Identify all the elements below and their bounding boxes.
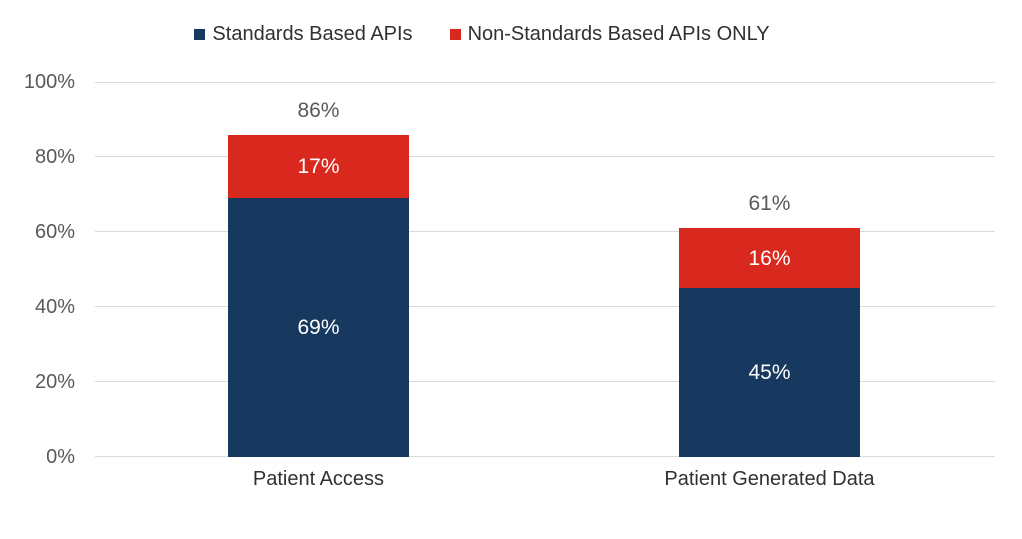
gridline-100pct	[95, 82, 995, 83]
y-axis-tick-label: 100%	[23, 71, 75, 93]
y-axis-tick-label: 60%	[34, 221, 75, 243]
gridline-40pct	[95, 306, 995, 307]
bar-segment-standards: 45%	[679, 288, 860, 457]
y-axis-tick-label: 0%	[46, 446, 75, 468]
segment-value-label: 69%	[297, 316, 340, 340]
bar-segment-non-standards: 16%	[679, 228, 860, 289]
plot-area: 17% 69% 16% 45% 86% 61% Patient Access P…	[95, 82, 995, 489]
gridline-80pct	[95, 156, 995, 157]
gridline-0pct	[95, 456, 995, 457]
legend-item-standards-based-apis: Standards Based APIs	[194, 23, 413, 46]
gridline-20pct	[95, 381, 995, 382]
chart-legend: Standards Based APIs Non-Standards Based…	[0, 23, 964, 46]
legend-label-standards: Standards Based APIs	[212, 23, 413, 45]
bar-patient-access: 17% 69%	[228, 134, 409, 457]
legend-color-swatch-standards	[194, 29, 206, 40]
y-axis-tick-label: 20%	[34, 371, 75, 393]
legend-color-swatch-non-standards	[449, 29, 461, 40]
bar-total-label: 86%	[297, 98, 340, 122]
legend-label-non-standards: Non-Standards Based APIs ONLY	[467, 23, 770, 45]
legend-item-non-standards-based-apis: Non-Standards Based APIs ONLY	[449, 23, 770, 46]
segment-value-label: 17%	[297, 154, 340, 178]
gridline-60pct	[95, 231, 995, 232]
segment-value-label: 45%	[748, 361, 791, 385]
bar-total-label: 61%	[748, 192, 791, 216]
y-axis-tick-label: 80%	[34, 146, 75, 168]
segment-value-label: 16%	[748, 246, 791, 270]
x-axis-label-patient-generated-data: Patient Generated Data	[664, 468, 875, 490]
bar-segment-standards: 69%	[228, 198, 409, 457]
bar-patient-generated-data: 16% 45%	[679, 228, 860, 457]
y-axis-tick-label: 40%	[34, 296, 75, 318]
x-axis-label-patient-access: Patient Access	[252, 468, 385, 490]
y-axis: 0% 20% 40% 60% 80% 100%	[0, 72, 75, 467]
bar-segment-non-standards: 17%	[228, 134, 409, 199]
